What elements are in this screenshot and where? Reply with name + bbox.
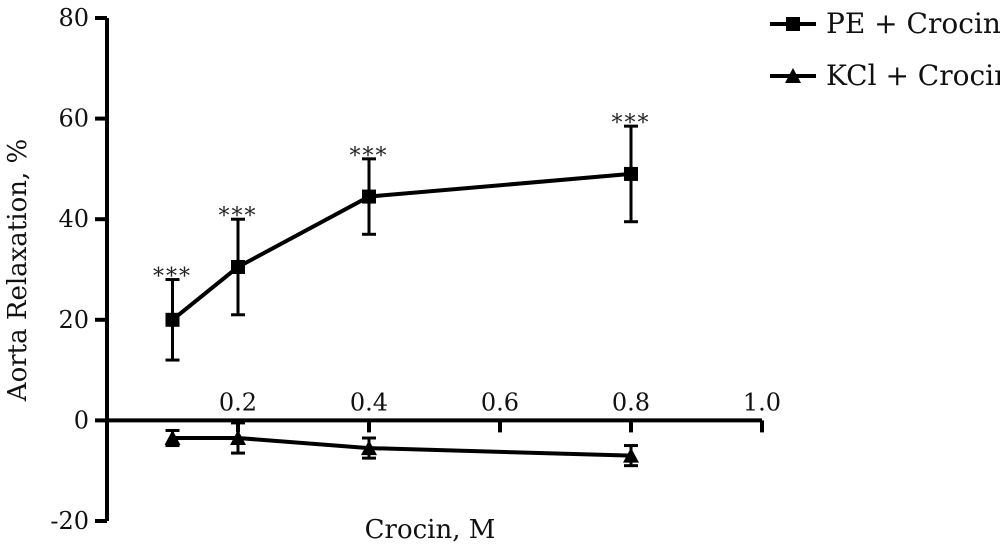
data-point [164, 430, 181, 446]
significance-label: *** [219, 204, 258, 229]
x-tick-label: 0.6 [481, 388, 519, 416]
significance-label: *** [153, 265, 192, 290]
significance-label: *** [350, 144, 389, 169]
data-point [623, 447, 639, 463]
series-line [171, 171, 632, 322]
x-tick-label: 0.8 [612, 388, 650, 416]
x-tick-label: 1.0 [743, 388, 781, 416]
legend-item: KCl + Crocin [770, 59, 1000, 92]
y-tick-label: 0 [74, 406, 89, 434]
legend-item: PE + Crocin [770, 7, 1000, 40]
y-tick-label: -20 [50, 507, 89, 535]
y-tick-label: 60 [58, 105, 89, 133]
data-point [362, 189, 376, 204]
y-tick-label: 20 [58, 306, 89, 334]
legend-marker [786, 17, 800, 31]
series-pe-crocin: *** *** *** *** [153, 111, 651, 362]
legend: PE + Crocin KCl + Crocin [770, 7, 1000, 92]
significance-label: *** [612, 111, 651, 136]
legend-label: KCl + Crocin [826, 59, 1000, 92]
data-point [230, 430, 246, 446]
legend-label: PE + Crocin [826, 7, 1000, 40]
data-point [231, 259, 245, 274]
x-tick-label: 0.2 [219, 388, 257, 416]
x-tick-label: 0.4 [350, 388, 388, 416]
series-kcl-crocin [164, 421, 639, 468]
data-point [361, 440, 377, 456]
legend-marker [785, 68, 801, 83]
series-layer: *** *** *** *** [153, 111, 651, 468]
y-tick-label: 80 [58, 4, 89, 32]
x-axis-title: Crocin, M [365, 515, 496, 545]
data-point [165, 312, 180, 327]
data-point [624, 166, 638, 181]
axes: -20 0 20 40 60 80 0.2 0.4 0.6 0.8 1.0 [50, 4, 781, 535]
series-line [172, 436, 632, 458]
y-axis-title: Aorta Relaxation, % [3, 139, 33, 402]
y-tick-label: 40 [58, 205, 89, 233]
